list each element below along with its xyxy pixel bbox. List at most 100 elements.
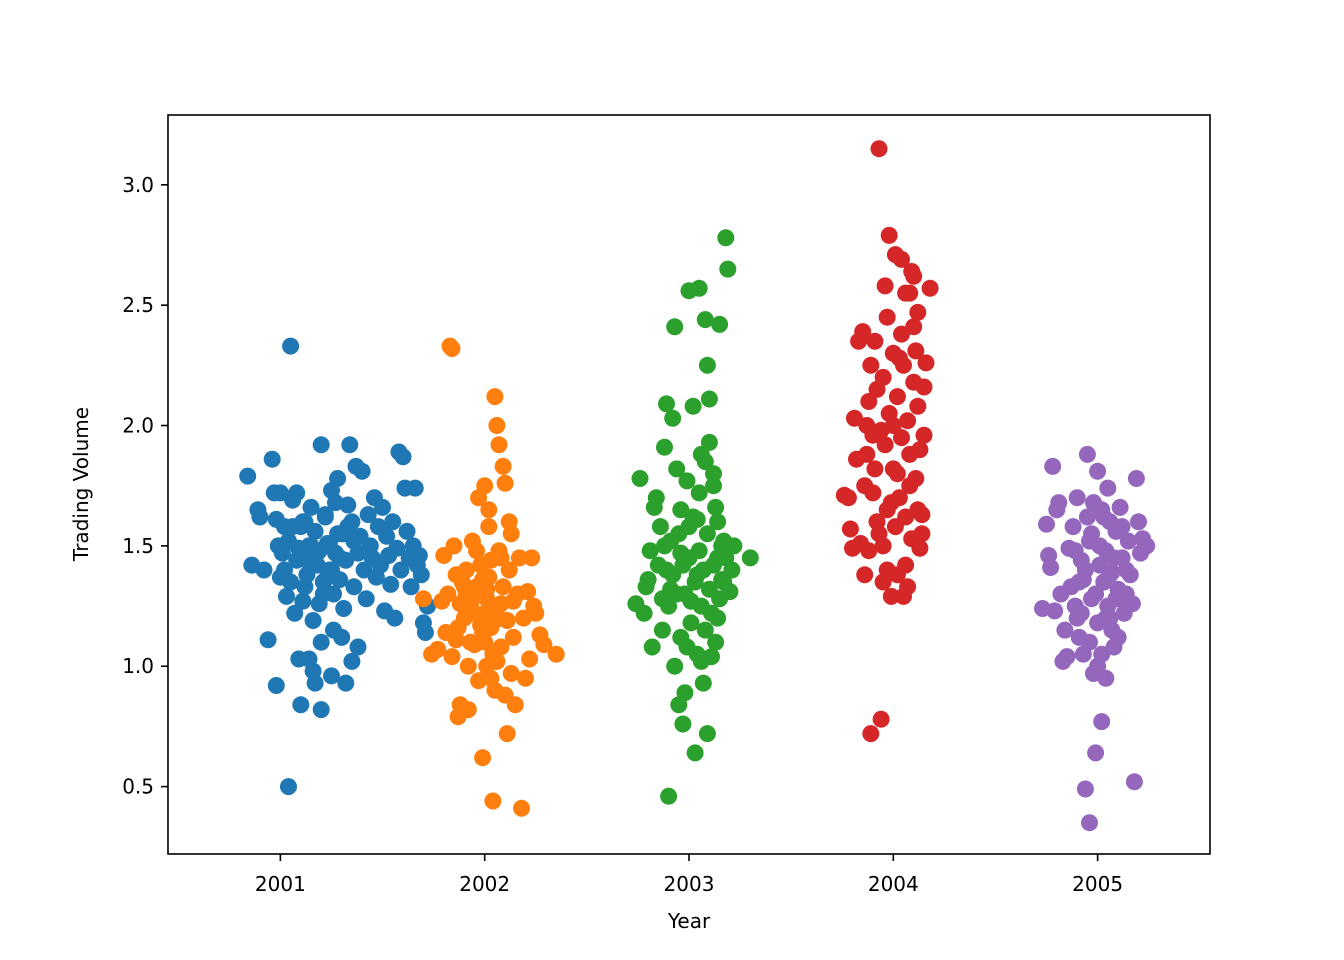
- data-point-2005: [1056, 621, 1074, 639]
- data-point-2001: [320, 535, 338, 552]
- data-point-2002: [474, 624, 492, 641]
- data-point-2004: [868, 380, 886, 398]
- data-point-2002: [492, 638, 510, 656]
- data-point-2003: [709, 513, 727, 531]
- data-point-2004: [876, 277, 894, 295]
- data-point-2003: [680, 518, 698, 536]
- data-point-2002: [472, 556, 490, 574]
- data-point-2001: [410, 547, 428, 564]
- data-point-2003: [711, 590, 729, 608]
- data-point-2004: [905, 318, 923, 336]
- data-point-2001: [312, 701, 330, 719]
- data-point-2004: [882, 587, 900, 605]
- data-point-2003: [658, 395, 675, 413]
- data-point-2005: [1050, 494, 1068, 512]
- data-point-2002: [468, 542, 485, 560]
- data-point-2002: [517, 669, 534, 687]
- data-point-2003: [707, 633, 725, 651]
- data-point-2003: [631, 470, 649, 487]
- data-point-2001: [416, 624, 434, 641]
- data-point-2002: [480, 501, 498, 519]
- data-point-2003: [690, 542, 708, 560]
- data-point-2005: [1099, 479, 1117, 497]
- data-point-2005: [1078, 445, 1096, 463]
- y-axis-ticks: 0.5 1.0 1.5 2.0 2.5 3.0: [122, 173, 168, 799]
- data-point-2004: [905, 267, 923, 285]
- data-point-2005: [1038, 515, 1055, 533]
- data-point-2004: [882, 494, 900, 512]
- data-point-2001: [343, 652, 361, 670]
- data-point-2002: [461, 633, 479, 651]
- data-point-2001: [306, 522, 324, 540]
- data-point-2002: [478, 580, 496, 598]
- data-point-2003: [658, 561, 675, 579]
- data-point-2005: [1130, 513, 1147, 531]
- data-point-2003: [717, 549, 735, 567]
- data-point-2003: [666, 657, 684, 675]
- data-point-2003: [651, 518, 669, 536]
- data-point-2004: [921, 279, 939, 297]
- data-point-2003: [698, 725, 716, 743]
- data-point-2001: [335, 600, 353, 617]
- data-point-2003: [635, 604, 653, 622]
- data-point-2003: [696, 621, 714, 639]
- data-point-2001: [382, 575, 400, 593]
- data-point-2003: [641, 542, 659, 560]
- data-point-2001: [402, 578, 420, 596]
- data-point-2002: [519, 583, 537, 601]
- data-point-2004: [874, 537, 892, 555]
- data-point-2004: [856, 477, 874, 495]
- data-point-2001: [314, 573, 332, 591]
- data-point-2002: [445, 537, 463, 555]
- data-point-2005: [1044, 457, 1062, 475]
- data-point-2004: [909, 501, 927, 519]
- data-point-2002: [498, 725, 516, 743]
- data-point-2001: [263, 450, 281, 468]
- data-point-2001: [394, 448, 412, 466]
- data-point-2003: [700, 433, 718, 451]
- data-point-2003: [705, 556, 722, 574]
- data-point-2001: [386, 609, 404, 627]
- data-point-2002: [504, 628, 522, 646]
- data-point-2001: [286, 604, 304, 622]
- data-point-2003: [692, 652, 710, 670]
- data-point-2005: [1127, 470, 1145, 487]
- data-point-2002: [429, 640, 447, 658]
- data-point-2003: [741, 549, 759, 567]
- data-point-2004: [884, 460, 902, 478]
- data-point-2004: [880, 405, 898, 422]
- data-point-2002: [494, 578, 512, 596]
- data-point-2005: [1093, 713, 1111, 731]
- data-point-2001: [302, 498, 320, 516]
- points-layer: [239, 140, 1156, 832]
- data-point-2004: [839, 489, 857, 507]
- data-point-2001: [278, 587, 295, 605]
- data-point-2004: [876, 436, 894, 454]
- data-point-2003: [709, 609, 727, 627]
- data-point-2001: [316, 508, 334, 526]
- data-point-2005: [1105, 549, 1123, 567]
- data-point-2002: [459, 701, 477, 719]
- data-point-2002: [484, 792, 502, 810]
- data-point-2001: [294, 513, 312, 531]
- data-point-2001: [406, 479, 424, 497]
- data-point-2001: [327, 494, 344, 512]
- x-tick-label: 2003: [664, 872, 715, 896]
- data-point-2004: [878, 308, 896, 326]
- data-point-2003: [690, 484, 708, 502]
- data-point-2003: [717, 229, 735, 247]
- data-point-2002: [521, 650, 539, 668]
- data-point-2001: [412, 566, 430, 584]
- data-point-2003: [653, 590, 671, 608]
- data-point-2002: [513, 799, 530, 817]
- x-tick-label: 2004: [868, 872, 919, 896]
- data-point-2004: [899, 578, 917, 596]
- data-point-2005: [1101, 566, 1119, 584]
- data-point-2005: [1097, 609, 1115, 627]
- data-point-2001: [282, 337, 300, 355]
- data-point-2002: [523, 549, 541, 567]
- x-axis-label: Year: [667, 909, 711, 933]
- data-point-2004: [878, 561, 896, 579]
